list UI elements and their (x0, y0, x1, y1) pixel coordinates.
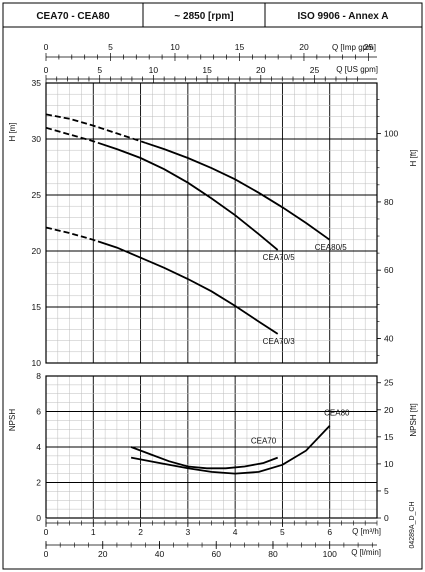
flow-lmin-axis-tick-label: 20 (98, 549, 108, 559)
flow-m3h-axis-label: Q [m³/h] (352, 527, 381, 536)
header-frame (2, 2, 423, 28)
us-gpm-axis-tick-label: 20 (256, 65, 266, 75)
us-gpm-axis-tick-label: 0 (44, 65, 49, 75)
chart-frame (2, 26, 423, 570)
npsh-ft-tick-label: 0 (384, 513, 389, 523)
flow-m3h-axis-tick-label: 1 (91, 527, 96, 537)
us-gpm-axis-tick-label: 5 (97, 65, 102, 75)
npsh-ft-tick-label: 5 (384, 486, 389, 496)
npsh-tick-label: 4 (36, 442, 41, 452)
head-tick-label: 30 (32, 134, 42, 144)
panel-border (45, 375, 378, 519)
header-model: CEA70 - CEA80 (36, 11, 110, 22)
flow-m3h-axis-tick-label: 3 (185, 527, 190, 537)
footer-code: 04289A_D_CH (409, 501, 416, 548)
head-tick-label: 35 (32, 78, 42, 88)
head-axis-label: H [m] (8, 122, 17, 141)
head-curve-cea80-5 (145, 141, 331, 241)
npsh-axis-label: NPSH (8, 409, 17, 431)
head-curve-cea70-5 (97, 141, 279, 251)
head-tick-label: 15 (32, 302, 42, 312)
head-ft-axis-label: H [ft] (409, 150, 418, 167)
head-tick-label: 10 (32, 358, 42, 368)
flow-m3h-axis-tick-label: 4 (233, 527, 238, 537)
head-tick-label: 25 (32, 190, 42, 200)
flow-lmin-axis-tick-label: 60 (211, 549, 221, 559)
head-tick-label: 20 (32, 246, 42, 256)
flow-lmin-axis-tick-label: 40 (155, 549, 165, 559)
imp-gpm-axis-tick-label: 15 (235, 42, 245, 52)
npsh-ft-tick-label: 20 (384, 405, 394, 415)
imp-gpm-axis-tick-label: 10 (170, 42, 180, 52)
head-ft-tick-label: 60 (384, 265, 394, 275)
top-axis-imp-label: Q [Imp gpm] (332, 43, 376, 52)
head-ft-tick-label: 100 (384, 129, 398, 139)
head-ft-tick-label: 80 (384, 197, 394, 207)
us-gpm-axis-tick-label: 15 (202, 65, 212, 75)
npsh-tick-label: 0 (36, 513, 41, 523)
npsh-ft-tick-label: 15 (384, 432, 394, 442)
npsh-ft-tick-label: 25 (384, 378, 394, 388)
imp-gpm-axis-tick-label: 25 (364, 42, 374, 52)
npsh-ft-axis-label: NPSH [ft] (409, 403, 418, 436)
flow-m3h-axis-tick-label: 2 (138, 527, 143, 537)
npsh-tick-label: 2 (36, 478, 41, 488)
flow-m3h-axis-tick-label: 6 (327, 527, 332, 537)
npsh-ft-tick-label: 10 (384, 459, 394, 469)
header-speed: ~ 2850 [rpm] (174, 11, 233, 22)
us-gpm-axis-tick-label: 10 (149, 65, 159, 75)
flow-m3h-axis-tick-label: 0 (44, 527, 49, 537)
flow-m3h-axis-tick-label: 5 (280, 527, 285, 537)
series-label-cea70: CEA70 (251, 437, 277, 446)
us-gpm-axis-tick-label: 25 (310, 65, 320, 75)
head-curve-dashed-cea70-3 (45, 226, 99, 243)
head-ft-tick-label: 40 (384, 333, 394, 343)
flow-lmin-axis-tick-label: 100 (323, 549, 337, 559)
npsh-curve-cea80 (130, 425, 331, 475)
imp-gpm-axis-tick-label: 5 (108, 42, 113, 52)
series-label-cea80: CEA80 (324, 409, 350, 418)
header-standard: ISO 9906 - Annex A (298, 11, 389, 22)
series-label-cea70-5: CEA70/5 (263, 253, 296, 262)
head-curve-cea70-3 (97, 240, 279, 335)
series-label-cea80-5: CEA80/5 (315, 243, 348, 252)
imp-gpm-axis-tick-label: 20 (299, 42, 309, 52)
flow-lmin-axis-tick-label: 80 (268, 549, 278, 559)
top-axis-us-label: Q [US gpm] (336, 65, 378, 74)
head-curve-dashed-cea80-5 (45, 113, 146, 144)
series-label-cea70-3: CEA70/3 (263, 337, 296, 346)
flow-lmin-axis-label: Q [l/min] (351, 548, 381, 557)
imp-gpm-axis-tick-label: 0 (44, 42, 49, 52)
panel-border (45, 82, 378, 364)
head-curve-dashed-cea70-5 (45, 126, 99, 144)
npsh-tick-label: 8 (36, 371, 41, 381)
flow-lmin-axis-tick-label: 0 (44, 549, 49, 559)
npsh-curve-cea70 (130, 446, 279, 470)
npsh-tick-label: 6 (36, 407, 41, 417)
